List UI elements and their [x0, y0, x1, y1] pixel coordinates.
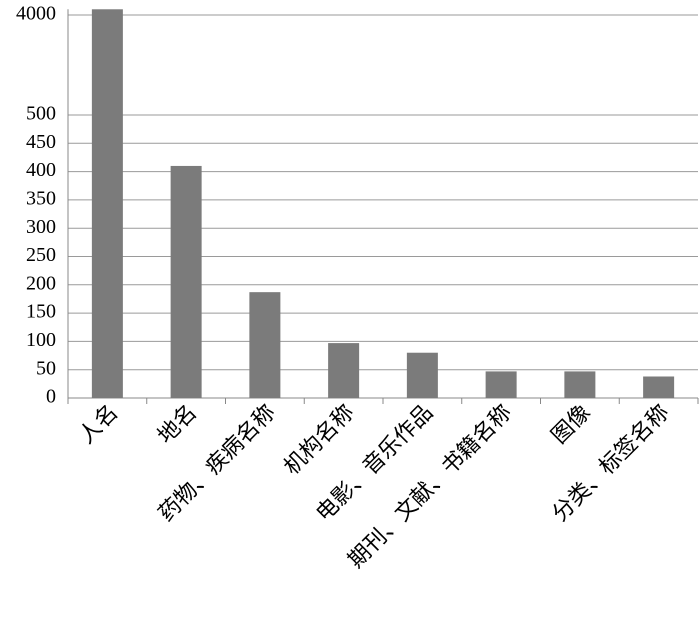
- bar: [643, 376, 675, 398]
- y-tick-label: 0: [46, 386, 56, 408]
- bar: [249, 292, 281, 398]
- y-tick-label: 400: [26, 159, 56, 181]
- x-tick-label: 图像: [546, 399, 595, 448]
- x-tick-label: 人名: [74, 399, 123, 448]
- bar: [406, 352, 438, 398]
- bar: [328, 343, 360, 398]
- y-tick-label: 150: [26, 301, 56, 323]
- bar: [485, 371, 517, 398]
- bar: [564, 371, 596, 398]
- x-tick-label: 期刊、文献、书籍名称: [343, 399, 516, 572]
- y-tick-label: 200: [26, 272, 56, 294]
- y-tick-label: 500: [26, 103, 56, 125]
- y-tick-label: 100: [26, 329, 56, 351]
- y-tick-label: 300: [26, 216, 56, 238]
- bar: [91, 9, 123, 399]
- bar: [170, 165, 202, 398]
- y-tick-label: 450: [26, 131, 56, 153]
- y-tick-label: 50: [36, 357, 56, 379]
- x-tick-label: 地名: [152, 399, 201, 448]
- y-tick-label: 350: [26, 187, 56, 209]
- y-tick-label: 4000: [16, 3, 56, 25]
- x-tick-label: 机构名称: [279, 399, 359, 479]
- y-tick-label: 250: [26, 244, 56, 266]
